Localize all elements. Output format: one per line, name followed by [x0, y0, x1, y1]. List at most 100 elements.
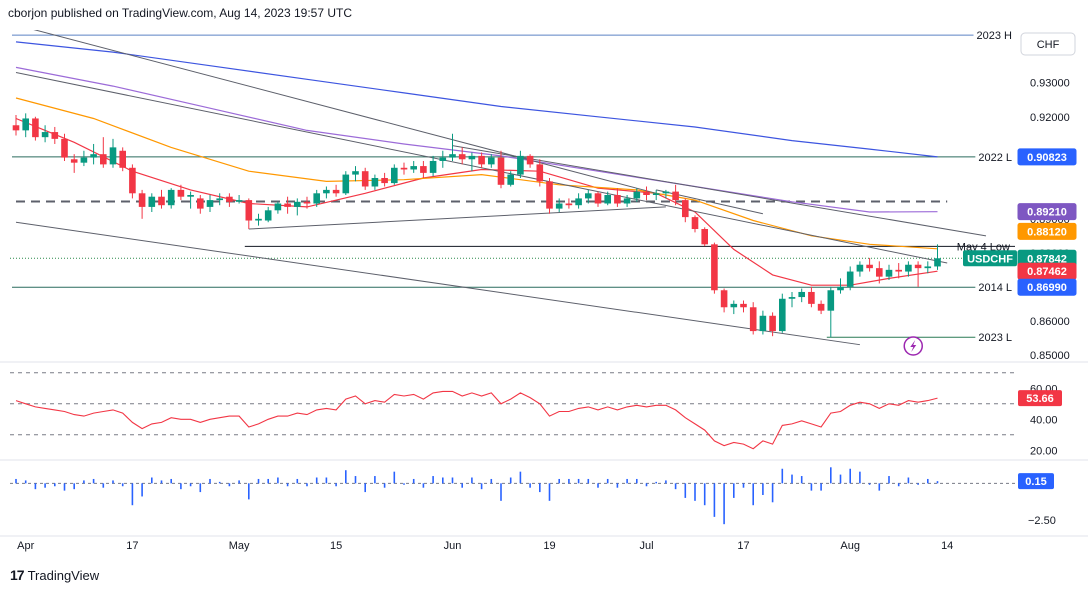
- trendline: [452, 145, 987, 237]
- publisher-header: cborjon published on TradingView.com, Au…: [8, 6, 353, 20]
- candle-body: [526, 155, 534, 165]
- candle: [449, 133, 456, 161]
- candle-body: [235, 200, 243, 202]
- candle: [429, 155, 437, 177]
- candle-body: [478, 155, 485, 165]
- candle: [129, 164, 136, 199]
- trendline: [248, 206, 666, 230]
- lightning-icon[interactable]: [903, 336, 923, 356]
- candle: [206, 195, 214, 213]
- candle-body: [294, 201, 301, 207]
- candle-body: [167, 189, 175, 206]
- time-tick-label: Jul: [639, 540, 653, 552]
- level-label-bg: [975, 331, 1015, 346]
- candle-body: [197, 198, 204, 209]
- candle: [672, 184, 679, 206]
- candle: [245, 198, 253, 230]
- price-badge: 0.90823: [1017, 148, 1077, 166]
- candle-body: [177, 189, 185, 197]
- candle: [837, 278, 844, 294]
- candle-body: [885, 269, 893, 277]
- price-badge-value: 0.88120: [1027, 226, 1067, 238]
- price-badge: 0.86990: [1017, 278, 1077, 296]
- price-badge: 0.87462: [1017, 262, 1077, 280]
- candle-body: [565, 203, 573, 206]
- time-tick-label: 14: [941, 540, 953, 552]
- candle: [51, 126, 59, 144]
- candle-body: [594, 193, 602, 204]
- candle-body: [187, 195, 194, 197]
- candle: [90, 143, 97, 165]
- candle: [187, 191, 194, 209]
- candle-body: [245, 200, 253, 221]
- candle-body: [226, 196, 233, 202]
- price-tick-label: 0.93000: [1030, 78, 1070, 90]
- candle: [652, 189, 660, 201]
- candle: [914, 261, 922, 287]
- rsi-tick-label: 20.00: [1030, 445, 1058, 457]
- candle-body: [41, 132, 49, 138]
- candle: [730, 300, 738, 315]
- candle: [303, 196, 311, 209]
- candle-body: [410, 166, 417, 170]
- candle-body: [779, 298, 786, 332]
- time-tick-label: May: [229, 540, 250, 552]
- price-badge-bg: [1017, 278, 1077, 296]
- candle-body: [90, 154, 97, 158]
- moving-average-line: [15, 66, 938, 213]
- candle: [226, 193, 233, 207]
- candle: [856, 261, 864, 277]
- candle-body: [216, 198, 223, 201]
- moving-average-line: [15, 41, 938, 158]
- candle: [12, 115, 20, 136]
- candle: [546, 177, 553, 214]
- lightning-icon-bolt: [910, 340, 917, 352]
- candle-body: [274, 203, 282, 211]
- candle: [788, 291, 796, 308]
- price-badge-value: 0.88199: [1027, 181, 1067, 193]
- candle: [876, 261, 883, 284]
- tradingview-footer[interactable]: 17 TradingView: [10, 567, 99, 583]
- histogram-current-value: 0.15: [1025, 476, 1046, 488]
- candle-body: [313, 193, 320, 204]
- candle: [711, 242, 718, 294]
- candle-body: [633, 191, 641, 199]
- candle: [633, 188, 641, 202]
- candle-body: [846, 271, 854, 287]
- price-tick-label: 0.85000: [1030, 350, 1070, 362]
- candle-body: [856, 264, 864, 272]
- candle-body: [323, 189, 330, 194]
- candle: [235, 195, 243, 204]
- time-tick-label: 17: [737, 540, 749, 552]
- candle-body: [22, 118, 29, 131]
- candle-body: [808, 291, 815, 304]
- candle: [749, 302, 757, 335]
- currency-selector[interactable]: CHF: [1020, 32, 1076, 56]
- candle: [701, 227, 708, 247]
- candle: [255, 213, 262, 226]
- price-badge-symbol-bg: [963, 250, 1017, 267]
- candle: [614, 188, 621, 207]
- rsi-current-bg: [1018, 390, 1062, 407]
- candle: [759, 310, 767, 335]
- candle-body: [575, 198, 582, 206]
- candle: [526, 154, 534, 168]
- candle: [148, 193, 156, 213]
- candle-body: [206, 200, 214, 207]
- tradingview-brand: TradingView: [27, 567, 100, 583]
- candle: [138, 189, 146, 219]
- histogram-tick-label: −2.50: [1028, 515, 1056, 527]
- trendline: [15, 221, 860, 346]
- time-tick-label: 15: [330, 540, 342, 552]
- price-tick-label: 0.86000: [1030, 316, 1070, 328]
- level-label: 2023 H: [977, 30, 1013, 42]
- candle-body: [352, 171, 359, 175]
- candle: [41, 125, 49, 143]
- time-tick-label: Aug: [840, 540, 860, 552]
- candle: [885, 264, 893, 281]
- candle: [167, 188, 175, 209]
- histogram-current-bg: [1018, 473, 1054, 490]
- candle-body: [837, 286, 844, 291]
- histogram-pane: −2.50 0.15: [10, 467, 1056, 527]
